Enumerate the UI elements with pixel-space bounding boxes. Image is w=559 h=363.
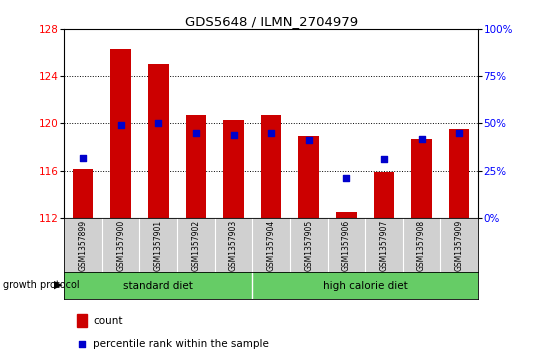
Bar	[148, 64, 169, 218]
Point	[191, 130, 200, 136]
Text: GSM1357904: GSM1357904	[267, 219, 276, 271]
Text: percentile rank within the sample: percentile rank within the sample	[93, 339, 269, 349]
Point	[116, 122, 125, 127]
Text: GSM1357909: GSM1357909	[454, 219, 463, 271]
Bar	[373, 172, 394, 218]
Bar	[411, 139, 432, 218]
Text: GSM1357903: GSM1357903	[229, 219, 238, 271]
Point	[229, 132, 238, 138]
Text: GSM1357901: GSM1357901	[154, 220, 163, 270]
Text: GSM1357905: GSM1357905	[304, 219, 313, 271]
Text: high calorie diet: high calorie diet	[323, 281, 408, 291]
Text: GSM1357899: GSM1357899	[79, 220, 88, 270]
Text: count: count	[93, 316, 123, 326]
Bar	[223, 120, 244, 218]
Text: growth protocol: growth protocol	[3, 280, 79, 290]
Point	[267, 130, 276, 136]
Point	[417, 136, 426, 142]
Text: GSM1357902: GSM1357902	[191, 220, 201, 270]
Text: ▶: ▶	[54, 280, 63, 290]
Bar	[110, 49, 131, 218]
Text: GSM1357906: GSM1357906	[342, 219, 351, 271]
Bar	[186, 115, 206, 218]
Point	[380, 156, 389, 162]
Bar	[73, 170, 93, 218]
Bar	[336, 212, 357, 218]
Point	[154, 121, 163, 126]
Text: GSM1357907: GSM1357907	[380, 219, 389, 271]
Point	[79, 155, 88, 160]
Bar	[299, 136, 319, 218]
Text: GSM1357900: GSM1357900	[116, 219, 125, 271]
Point	[78, 341, 87, 347]
Bar	[260, 115, 281, 218]
Title: GDS5648 / ILMN_2704979: GDS5648 / ILMN_2704979	[184, 15, 358, 28]
Text: GSM1357908: GSM1357908	[417, 220, 426, 270]
Point	[304, 137, 313, 143]
Bar	[77, 314, 87, 327]
Point	[454, 130, 463, 136]
Text: standard diet: standard diet	[124, 281, 193, 291]
Bar	[449, 129, 470, 218]
Point	[342, 175, 351, 180]
